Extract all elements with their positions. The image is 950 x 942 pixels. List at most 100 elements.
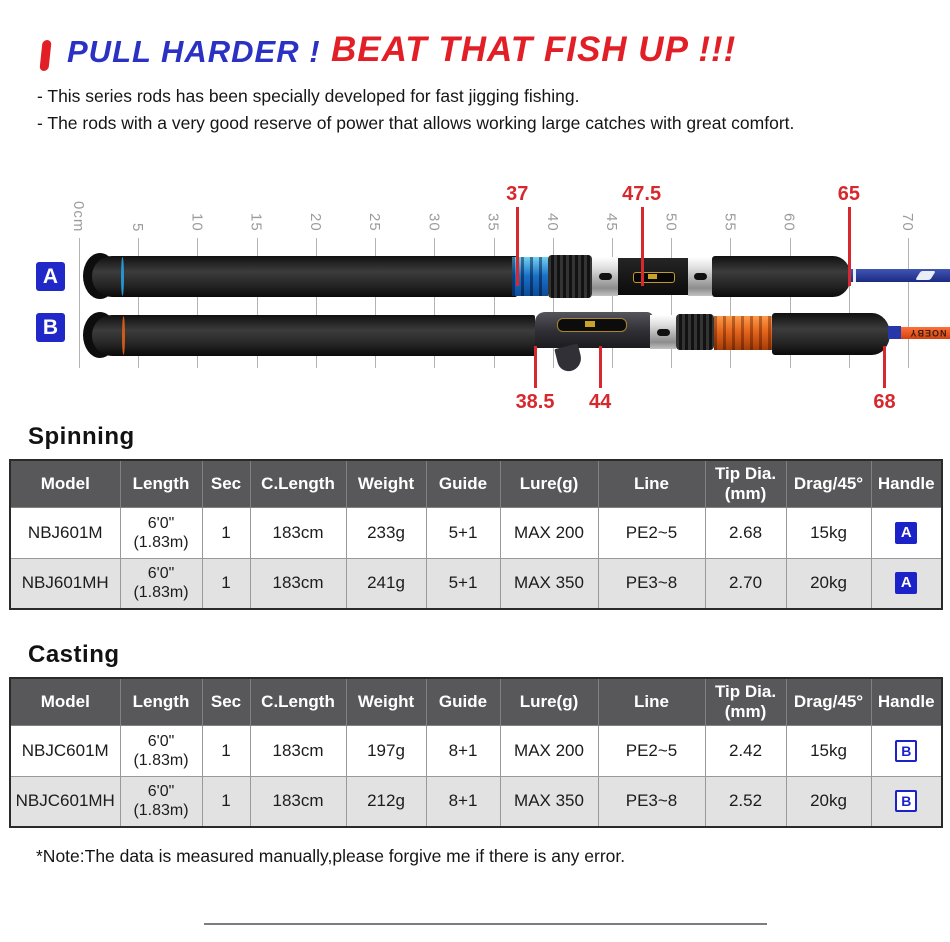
table-cell: 5+1 (425, 506, 501, 559)
ruler-grid-line (730, 238, 732, 368)
rod-b-locking-nut (676, 314, 714, 350)
table-cell: 212g (345, 775, 427, 828)
table-header-row: Model Length Sec C.Length Weight Guide Lure(g)… (9, 677, 943, 726)
ruler-tick-label: 10 (188, 213, 206, 232)
handle-badge: B (895, 790, 918, 813)
rod-a-reel-seat (618, 258, 688, 295)
table-cell: MAX 200 (499, 724, 599, 777)
ruler-tick-label: 20 (306, 213, 324, 232)
column-header: Sec (201, 459, 251, 508)
table-cell: MAX 350 (499, 775, 599, 828)
ruler-grid-line (197, 238, 199, 368)
table-row: NBJ601MH 6'0" (1.83m) 1 183cm 241g 5+1 MAX 350 P… (9, 557, 943, 610)
table-cell: 233g (345, 506, 427, 559)
column-header: Drag/45° (785, 677, 872, 726)
marker-label: 65 (837, 183, 861, 205)
rod-b-silver-ring (650, 315, 676, 349)
ruler-tick-label: 50 (662, 213, 680, 232)
bottom-divider (204, 923, 767, 925)
table-cell: 1 (201, 557, 251, 610)
rod-b-reel-seat (535, 312, 653, 348)
column-header: Length (119, 459, 203, 508)
rod-b-orange-trim-ring (122, 316, 125, 355)
table-cell: 6'0" (1.83m) (119, 557, 203, 610)
table-cell: PE2~5 (597, 506, 706, 559)
table-cell: 6'0" (1.83m) (119, 506, 203, 559)
table-cell: 8+1 (425, 724, 501, 777)
column-header: Model (9, 459, 121, 508)
column-header: C.Length (249, 677, 347, 726)
column-header: C.Length (249, 459, 347, 508)
ruler-tick-label: 70 (899, 213, 917, 232)
ruler-grid-line (612, 238, 614, 368)
ruler-tick-label: 60 (780, 213, 798, 232)
column-header: Lure(g) (499, 459, 599, 508)
casting-table: Model Length Sec C.Length Weight Guide Lure(g)… (9, 677, 943, 828)
column-header: Guide (425, 677, 501, 726)
casting-title: Casting (28, 641, 120, 668)
rod-a-fore-grip (712, 256, 851, 297)
table-cell: 197g (345, 724, 427, 777)
table-row: NBJ601M 6'0" (1.83m) 1 183cm 233g 5+1 MAX 200 PE… (9, 506, 943, 559)
handle-badge: A (895, 572, 918, 595)
table-cell: 1 (201, 506, 251, 559)
table-cell: 183cm (249, 775, 347, 828)
ruler-grid-line (434, 238, 436, 368)
rod-b-rear-grip (92, 315, 535, 356)
ruler-tick-label: 25 (366, 213, 384, 232)
ruler-grid-line (908, 238, 910, 368)
ruler-tick-label: 35 (484, 213, 502, 232)
ruler-grid-line (552, 238, 554, 368)
ruler-tick-label: 55 (721, 213, 739, 232)
rod-b-fore-grip (772, 313, 890, 355)
table-cell: 2.52 (704, 775, 787, 828)
rod-a-silver-ring-1 (592, 257, 618, 296)
marker-line (516, 207, 520, 286)
table-cell: NBJC601MH (9, 775, 121, 828)
title-pull-harder: PULL HARDER ! (67, 34, 321, 69)
ruler-grid-line (138, 238, 140, 368)
marker-label: 37 (506, 183, 529, 205)
table-cell: 2.42 (704, 724, 787, 777)
rod-a-white-band (853, 269, 856, 282)
ruler-grid-line (315, 238, 317, 368)
table-cell: 2.70 (704, 557, 787, 610)
table-cell: NBJ601M (9, 506, 121, 559)
column-header: Weight (345, 459, 427, 508)
ruler-grid-line (848, 238, 850, 368)
table-cell: 20kg (785, 557, 872, 610)
rod-a-locking-nut (548, 255, 592, 298)
column-header: Model (9, 677, 121, 726)
spinning-title: Spinning (28, 423, 135, 450)
marker-label: 47.5 (622, 183, 662, 205)
marker-label: 68 (873, 391, 896, 413)
rod-b-blue-band (888, 326, 901, 339)
table-cell: 241g (345, 557, 427, 610)
table-cell: MAX 350 (499, 557, 599, 610)
marker-line (883, 346, 887, 388)
table-cell: 1 (201, 775, 251, 828)
marker-line (599, 346, 603, 388)
table-cell: 6'0" (1.83m) (119, 775, 203, 828)
marker-label: 44 (589, 391, 612, 413)
rod-a-silver-ring-2 (688, 257, 712, 296)
table-cell: A (870, 557, 943, 610)
ruler-tick-label: 0cm (70, 200, 87, 232)
rod-a-badge: A (36, 262, 65, 291)
title-beat-that-fish: BEAT THAT FISH UP !!! (331, 30, 737, 69)
ruler-grid-line (671, 238, 673, 368)
table-row: NBJC601MH 6'0" (1.83m) 1 183cm 212g 8+1 MAX 350… (9, 775, 943, 828)
ruler-grid-line (256, 238, 258, 368)
ruler-tick-label: 40 (543, 213, 561, 232)
marker-line (640, 207, 644, 286)
table-cell: 6'0" (1.83m) (119, 724, 203, 777)
table-cell: 1 (201, 724, 251, 777)
table-cell: 20kg (785, 775, 872, 828)
column-header: Tip Dia. (mm) (704, 677, 787, 726)
note-text: *Note:The data is measured manually,plea… (36, 846, 626, 866)
marker-label: 38.5 (515, 391, 555, 413)
column-header: Handle (870, 459, 943, 508)
ruler-grid-line (375, 238, 377, 368)
column-header: Sec (201, 677, 251, 726)
description-line-2: - The rods with a very good reserve of p… (37, 113, 795, 133)
